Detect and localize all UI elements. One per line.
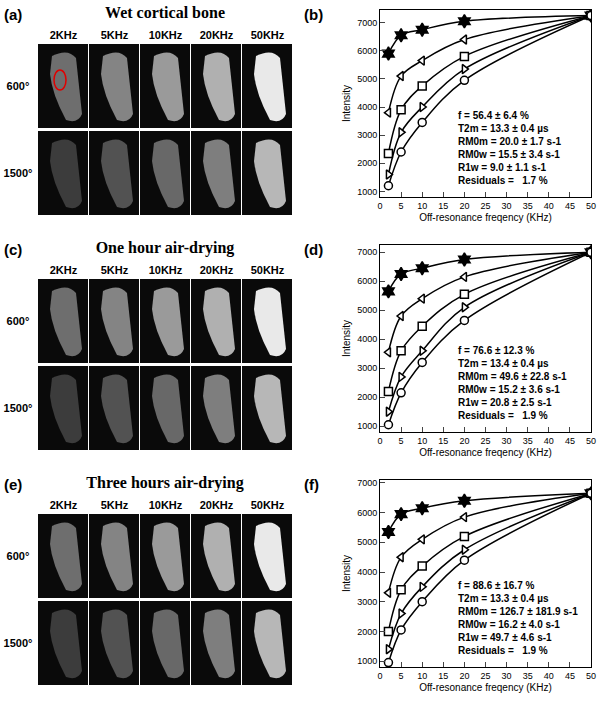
svg-text:2000: 2000 [357,158,377,168]
svg-text:35: 35 [523,436,533,446]
svg-text:1500°: 1500° [4,637,33,649]
svg-text:30: 30 [502,201,512,211]
svg-text:10KHz: 10KHz [149,499,183,511]
svg-text:Off-resonance freqency (KHz): Off-resonance freqency (KHz) [419,682,552,693]
svg-text:5KHz: 5KHz [101,264,129,276]
svg-text:25: 25 [480,436,490,446]
svg-text:2000: 2000 [357,392,377,402]
svg-text:5000: 5000 [357,74,377,84]
svg-text:0: 0 [377,436,382,446]
svg-text:f = 88.6 ± 16.7 %T2m = 13.3 ±: f = 88.6 ± 16.7 %T2m = 13.3 ± 0.4 µsRM0m… [458,580,578,656]
html-text:(a): (a) [4,6,23,23]
svg-text:15: 15 [438,671,448,681]
svg-text:50: 50 [586,201,596,211]
svg-text:45: 45 [565,671,575,681]
svg-text:0: 0 [377,671,382,681]
svg-text:Intensity: Intensity [341,320,352,357]
svg-text:50KHz: 50KHz [251,499,285,511]
svg-text:40: 40 [544,436,554,446]
svg-text:25: 25 [480,671,490,681]
svg-text:f = 56.4 ± 6.4 %T2m = 13.3 ± 0: f = 56.4 ± 6.4 %T2m = 13.3 ± 0.4 µsRM0m … [458,110,561,186]
html-text:Wet cortical bone: Wet cortical bone [105,4,225,21]
svg-text:2KHz: 2KHz [50,264,78,276]
svg-text:20: 20 [459,201,469,211]
svg-text:7000: 7000 [357,478,377,488]
svg-text:Off-resonance freqency (KHz): Off-resonance freqency (KHz) [419,447,552,458]
svg-text:10: 10 [417,201,427,211]
svg-text:10: 10 [417,671,427,681]
svg-text:35: 35 [523,201,533,211]
svg-text:20: 20 [459,671,469,681]
svg-text:5KHz: 5KHz [101,499,129,511]
svg-text:7000: 7000 [357,18,377,28]
svg-text:45: 45 [565,201,575,211]
html-text:(f): (f) [304,476,319,493]
svg-text:600°: 600° [7,80,30,92]
svg-text:2KHz: 2KHz [50,499,78,511]
svg-text:5000: 5000 [357,305,377,315]
svg-text:600°: 600° [7,550,30,562]
svg-text:5: 5 [399,436,404,446]
svg-text:5000: 5000 [357,537,377,547]
svg-text:6000: 6000 [357,276,377,286]
svg-text:4000: 4000 [357,567,377,577]
svg-text:20KHz: 20KHz [200,29,234,41]
html-text:One hour air-drying: One hour air-drying [95,239,235,256]
svg-text:20: 20 [459,436,469,446]
svg-text:4000: 4000 [357,334,377,344]
svg-text:Intensity: Intensity [341,85,352,122]
svg-text:15: 15 [438,436,448,446]
html-text:(b): (b) [304,6,324,23]
svg-text:5KHz: 5KHz [101,29,129,41]
svg-text:1000: 1000 [357,187,377,197]
svg-text:50: 50 [586,436,596,446]
svg-text:600°: 600° [7,315,30,327]
svg-text:1500°: 1500° [4,402,33,414]
html-text:(d): (d) [304,241,324,258]
svg-text:f = 76.6 ± 12.3 %T2m = 13.4 ±: f = 76.6 ± 12.3 %T2m = 13.4 ± 0.4 µsRM0m… [458,345,567,421]
svg-text:7000: 7000 [357,247,377,257]
svg-text:10KHz: 10KHz [149,29,183,41]
svg-text:5: 5 [399,671,404,681]
svg-text:25: 25 [480,201,490,211]
svg-text:50KHz: 50KHz [251,29,285,41]
svg-text:10: 10 [417,436,427,446]
svg-text:30: 30 [502,436,512,446]
svg-text:3000: 3000 [357,597,377,607]
svg-text:2KHz: 2KHz [50,29,78,41]
svg-text:20KHz: 20KHz [200,264,234,276]
svg-text:40: 40 [544,671,554,681]
svg-text:3000: 3000 [357,130,377,140]
svg-text:45: 45 [565,436,575,446]
svg-text:1000: 1000 [357,421,377,431]
svg-text:Off-resonance freqency (KHz): Off-resonance freqency (KHz) [419,212,552,223]
svg-text:15: 15 [438,201,448,211]
svg-text:35: 35 [523,671,533,681]
svg-text:10KHz: 10KHz [149,264,183,276]
svg-text:0: 0 [377,201,382,211]
svg-text:6000: 6000 [357,508,377,518]
html-text:(c): (c) [4,241,23,258]
svg-text:50KHz: 50KHz [251,264,285,276]
svg-text:5: 5 [399,201,404,211]
html-text:Three hours air-drying: Three hours air-drying [86,474,244,491]
svg-text:6000: 6000 [357,46,377,56]
svg-text:2000: 2000 [357,627,377,637]
svg-text:30: 30 [502,671,512,681]
svg-text:3000: 3000 [357,363,377,373]
svg-text:50: 50 [586,671,596,681]
svg-text:1500°: 1500° [4,167,33,179]
svg-text:Intensity: Intensity [341,555,352,592]
svg-text:20KHz: 20KHz [200,499,234,511]
svg-text:40: 40 [544,201,554,211]
html-text:(e): (e) [4,476,23,493]
svg-text:1000: 1000 [357,656,377,666]
svg-text:4000: 4000 [357,102,377,112]
